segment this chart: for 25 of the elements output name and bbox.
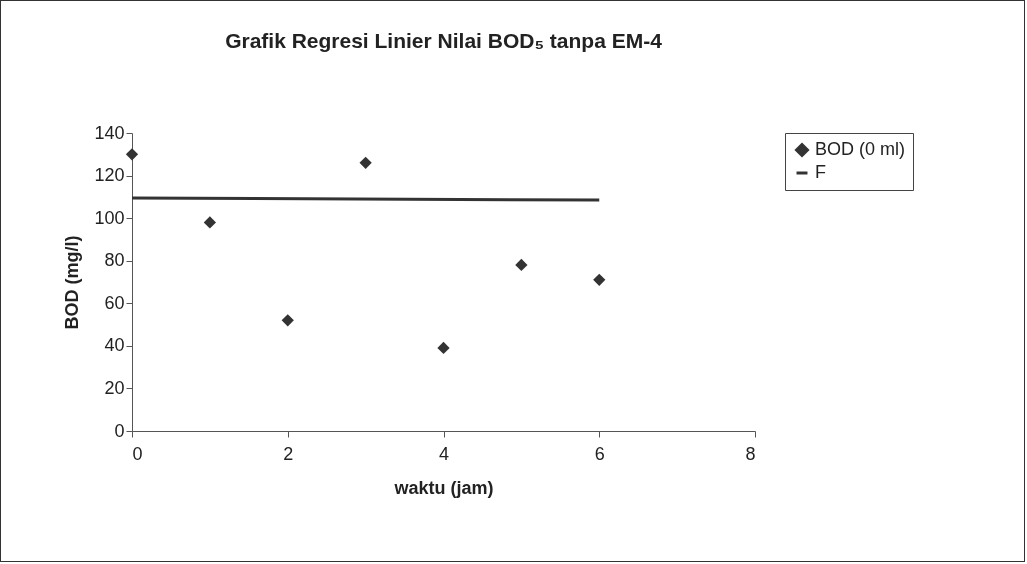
point (515, 258, 528, 272)
y-tick-label: 140 (94, 122, 125, 143)
point (593, 273, 606, 286)
x-tick-label: 2 (283, 443, 294, 464)
point (281, 314, 294, 327)
y-tick-label: 80 (104, 250, 125, 271)
y-tick-label: 120 (94, 165, 125, 186)
x-tick-label: 8 (745, 443, 756, 464)
point (203, 216, 216, 229)
y-tick-label: 40 (104, 335, 125, 356)
y-axis-title: BOD (mg/l) (62, 235, 83, 330)
y-tick-label: 20 (104, 377, 125, 398)
y-tick-label: 100 (94, 207, 125, 228)
y-tick-label: 0 (114, 420, 125, 441)
x-axis-title: waktu (jam) (393, 477, 494, 498)
point (125, 148, 139, 161)
chart-title: Grafik Regresi Linier Nilai BOD₅ tanpa EM-4 (225, 29, 663, 52)
legend-label: BOD (0 ml) (815, 139, 905, 159)
point (359, 156, 372, 169)
point (437, 341, 450, 355)
legend-label: F (815, 162, 826, 182)
x-tick-label: 4 (438, 443, 450, 464)
x-tick-label: 0 (132, 443, 143, 464)
y-tick-label: 60 (104, 292, 125, 313)
x-tick-label: 6 (594, 443, 605, 464)
